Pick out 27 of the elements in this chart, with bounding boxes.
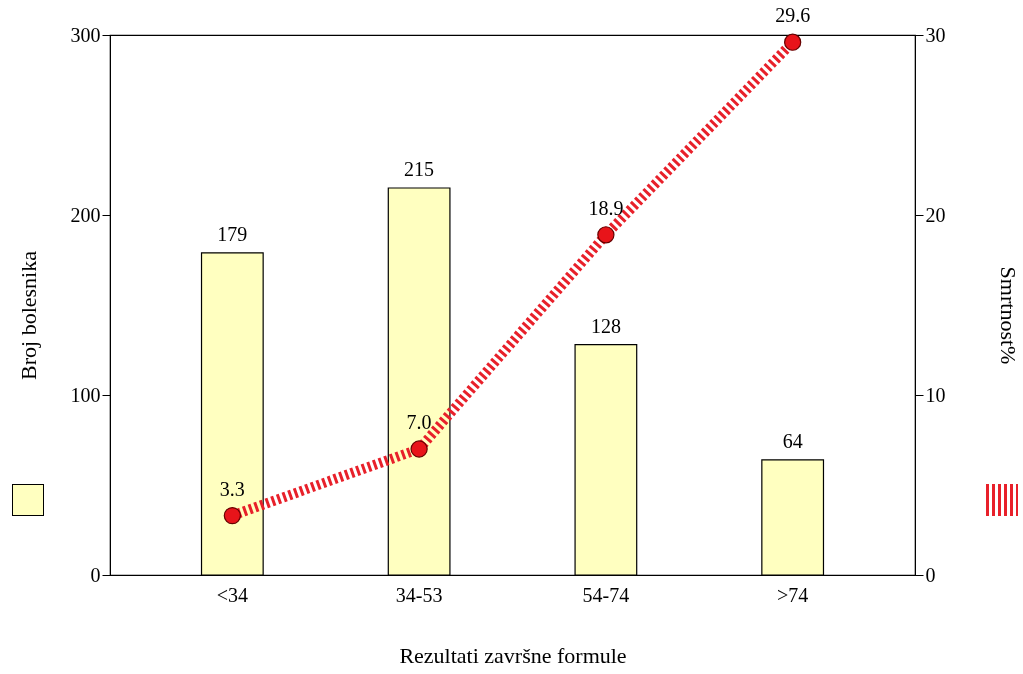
y2-tick-label: 30 [925,23,946,46]
y-tick-label: 300 [70,23,101,46]
data-label: 215 [404,158,435,180]
data-label: 128 [590,314,621,337]
point [410,440,428,458]
y2-axis-title: Smrtnost% [995,266,1021,365]
x-tick-label: <34 [216,583,248,606]
point [784,33,802,51]
x-tick-label: 54-74 [582,583,630,606]
y-tick-label: 0 [90,563,101,586]
y2-tick-label: 0 [925,563,936,586]
data-label: 3.3 [219,477,245,500]
x-tick-label: 34-53 [395,583,443,606]
y2-tick-label: 20 [925,203,946,226]
x-tick-label: >74 [777,583,809,606]
y-tick-label: 100 [70,383,101,406]
data-label: 64 [782,429,803,452]
x-axis-title: Rezultati završne formule [399,642,627,668]
y-axis-title: Broj bolesnika [15,250,41,380]
y2-tick-label: 10 [925,383,946,406]
y-tick-label: 200 [70,203,101,226]
point [597,226,615,244]
data-label: 18.9 [588,196,624,219]
data-label: 7.0 [406,411,432,433]
point [223,506,241,525]
data-label: 179 [217,222,248,245]
data-label: 29.6 [775,4,811,27]
